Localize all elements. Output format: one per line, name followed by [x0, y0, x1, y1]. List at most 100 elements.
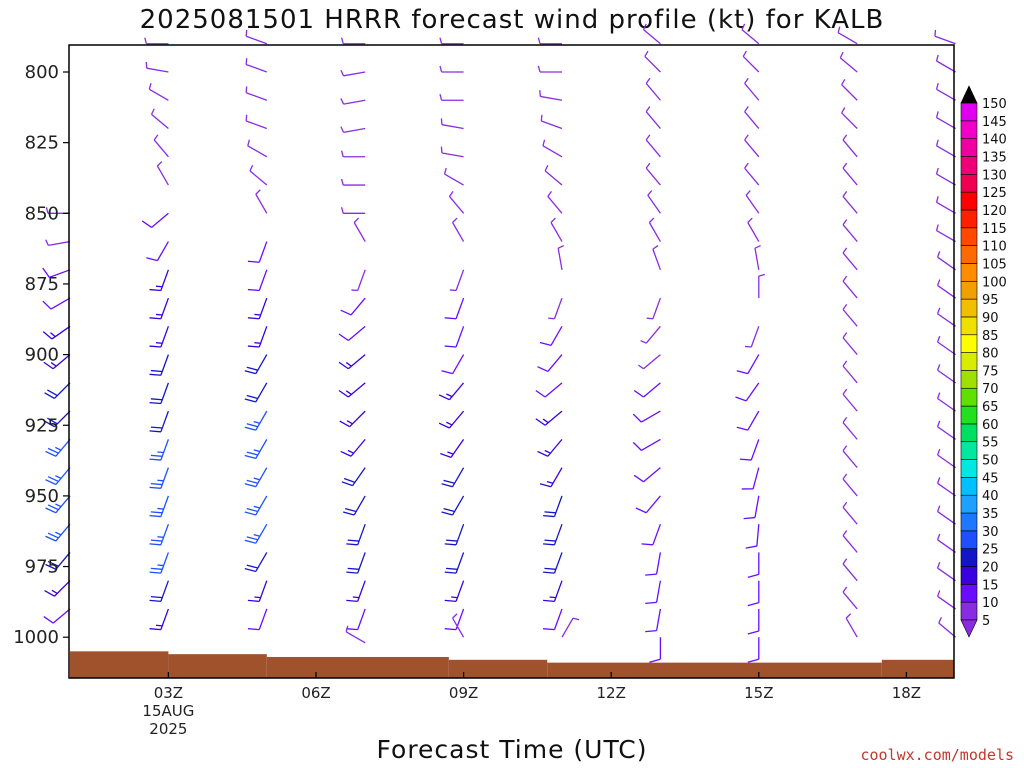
barb-feather — [244, 454, 256, 460]
barb-feather — [150, 454, 163, 457]
wind-barb — [149, 297, 170, 320]
barb-feather — [544, 539, 556, 542]
wind-barb — [936, 477, 956, 497]
barb-shaft — [357, 523, 366, 546]
wind-barb — [351, 269, 366, 292]
wind-barb — [45, 438, 71, 457]
barb-shaft — [160, 410, 170, 433]
terrain-segment — [168, 654, 267, 678]
y-axis: 800 825 850 875 900 925 950 975 1000 — [13, 62, 69, 648]
barb-half-feather — [935, 139, 939, 146]
wind-barb — [449, 269, 465, 292]
barb-shaft — [934, 35, 956, 45]
barb-half-feather — [744, 162, 749, 169]
wind-barb — [535, 410, 563, 426]
barb-half-feather — [936, 279, 941, 286]
wind-barb — [842, 247, 858, 271]
wind-barb — [444, 552, 465, 574]
wind-barb — [537, 37, 562, 45]
barb-feather — [244, 370, 256, 375]
barb-half-feather — [157, 451, 164, 454]
barb-half-feather — [253, 534, 260, 537]
wind-barb — [247, 608, 268, 631]
barb-shaft — [245, 92, 268, 101]
barb-shaft — [842, 393, 858, 412]
barb-feather — [633, 389, 644, 398]
barb-shaft — [842, 167, 858, 186]
barb-feather — [247, 317, 260, 320]
y-tick-label: 875 — [25, 274, 59, 295]
wind-barbs-layer — [42, 23, 957, 663]
y-tick-label: 950 — [25, 486, 59, 507]
barb-half-feather — [842, 417, 848, 423]
barb-half-feather — [936, 505, 941, 512]
barb-feather — [338, 333, 349, 342]
wind-barb — [645, 162, 661, 186]
wind-barb — [936, 279, 956, 299]
wind-barb — [936, 251, 956, 271]
barb-shaft — [48, 240, 71, 247]
colorbar-swatch — [960, 120, 978, 139]
barb-shaft — [745, 194, 760, 214]
barb-shaft — [160, 523, 170, 546]
barb-feather — [438, 422, 450, 429]
barb-shaft — [258, 326, 268, 348]
wind-barb — [747, 552, 760, 579]
barb-half-feather — [741, 23, 746, 30]
barb-half-feather — [245, 29, 248, 37]
barb-half-feather — [745, 190, 751, 196]
barb-half-feather — [642, 23, 647, 30]
barb-feather — [347, 567, 360, 570]
wind-barb — [244, 523, 268, 544]
barb-half-feather — [537, 37, 541, 44]
wind-barb — [244, 410, 268, 431]
barb-feather — [340, 309, 352, 316]
barb-shaft — [645, 111, 661, 129]
barb-feather — [44, 392, 55, 399]
barb-shaft — [841, 84, 858, 101]
barb-shaft — [255, 467, 268, 488]
wind-barb — [440, 118, 464, 130]
wind-barb — [43, 354, 71, 370]
barb-half-feather — [157, 536, 164, 538]
barb-half-feather — [935, 54, 939, 62]
barb-shaft — [648, 222, 661, 242]
barb-shaft — [50, 297, 71, 310]
barb-shaft — [936, 229, 956, 243]
barb-shaft — [647, 194, 661, 214]
barb-shaft — [452, 467, 465, 488]
wind-barb — [440, 146, 464, 158]
terrain-layer — [70, 651, 954, 678]
y-tick-label: 975 — [25, 557, 59, 578]
barb-feather — [246, 507, 258, 513]
colorbar-max-arrow — [960, 85, 978, 104]
barb-shaft — [160, 269, 170, 291]
wind-barb — [45, 523, 71, 542]
barb-shaft — [357, 552, 366, 574]
barb-shaft — [747, 222, 760, 242]
colorbar-swatch — [960, 548, 978, 567]
colorbar-label: 100 — [982, 275, 1007, 290]
colorbar-swatch — [960, 298, 978, 318]
barb-shaft — [455, 580, 465, 602]
x-tick-label: 06Z — [301, 684, 330, 702]
barb-shaft — [149, 88, 169, 101]
barb-shaft — [255, 495, 268, 516]
barb-half-feather — [439, 94, 443, 101]
wind-barb — [647, 190, 661, 214]
barb-feather — [150, 398, 163, 401]
barb-half-feather — [254, 313, 261, 316]
barb-shaft — [557, 248, 563, 270]
wind-barb — [935, 83, 956, 101]
wind-barb — [935, 139, 956, 158]
colorbar-swatch — [960, 191, 978, 211]
colorbar-swatch — [960, 227, 978, 246]
x-tick-label: 12Z — [597, 684, 626, 702]
barb-half-feather — [747, 217, 753, 223]
barb-feather — [444, 599, 457, 603]
barb-shaft — [652, 248, 662, 271]
barb-shaft — [553, 523, 563, 546]
wind-barb — [340, 150, 366, 158]
wind-barb — [842, 473, 858, 497]
